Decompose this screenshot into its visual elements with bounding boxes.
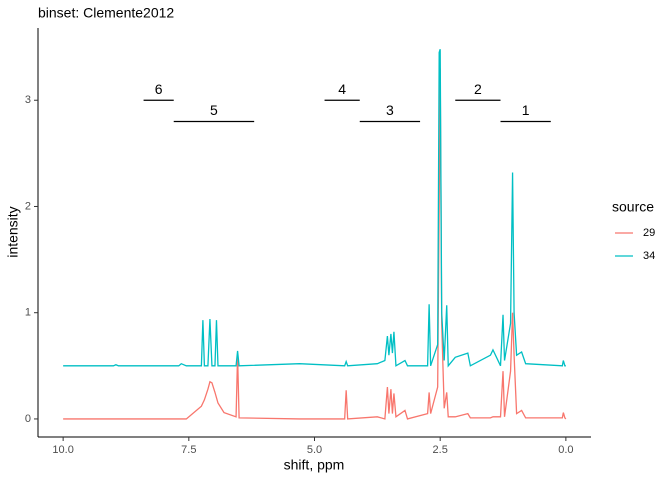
y-axis-label: intensity	[5, 206, 21, 257]
x-tick-label: 2.5	[433, 444, 448, 456]
x-tick-label: 10.0	[52, 444, 73, 456]
y-tick-label: 1	[25, 307, 31, 319]
x-tick-label: 7.5	[181, 444, 196, 456]
bin-label: 2	[474, 81, 482, 97]
y-tick-label: 0	[25, 413, 31, 425]
legend-label: 34	[643, 250, 655, 262]
bin-label: 6	[155, 81, 163, 97]
y-tick-label: 2	[25, 200, 31, 212]
chart-title: binset: Clemente2012	[38, 5, 174, 21]
legend-label: 29	[643, 227, 655, 239]
bin-label: 5	[210, 102, 218, 118]
x-tick-label: 5.0	[307, 444, 322, 456]
spectrum-line	[63, 68, 567, 420]
legend-title: source	[612, 199, 654, 215]
x-axis-label: shift, ppm	[284, 457, 345, 473]
y-tick-label: 3	[25, 94, 31, 106]
spectrum-line	[63, 49, 566, 368]
bin-label: 4	[338, 81, 346, 97]
bin-label: 1	[522, 102, 530, 118]
bin-label: 3	[386, 102, 394, 118]
x-tick-label: 0.0	[558, 444, 573, 456]
